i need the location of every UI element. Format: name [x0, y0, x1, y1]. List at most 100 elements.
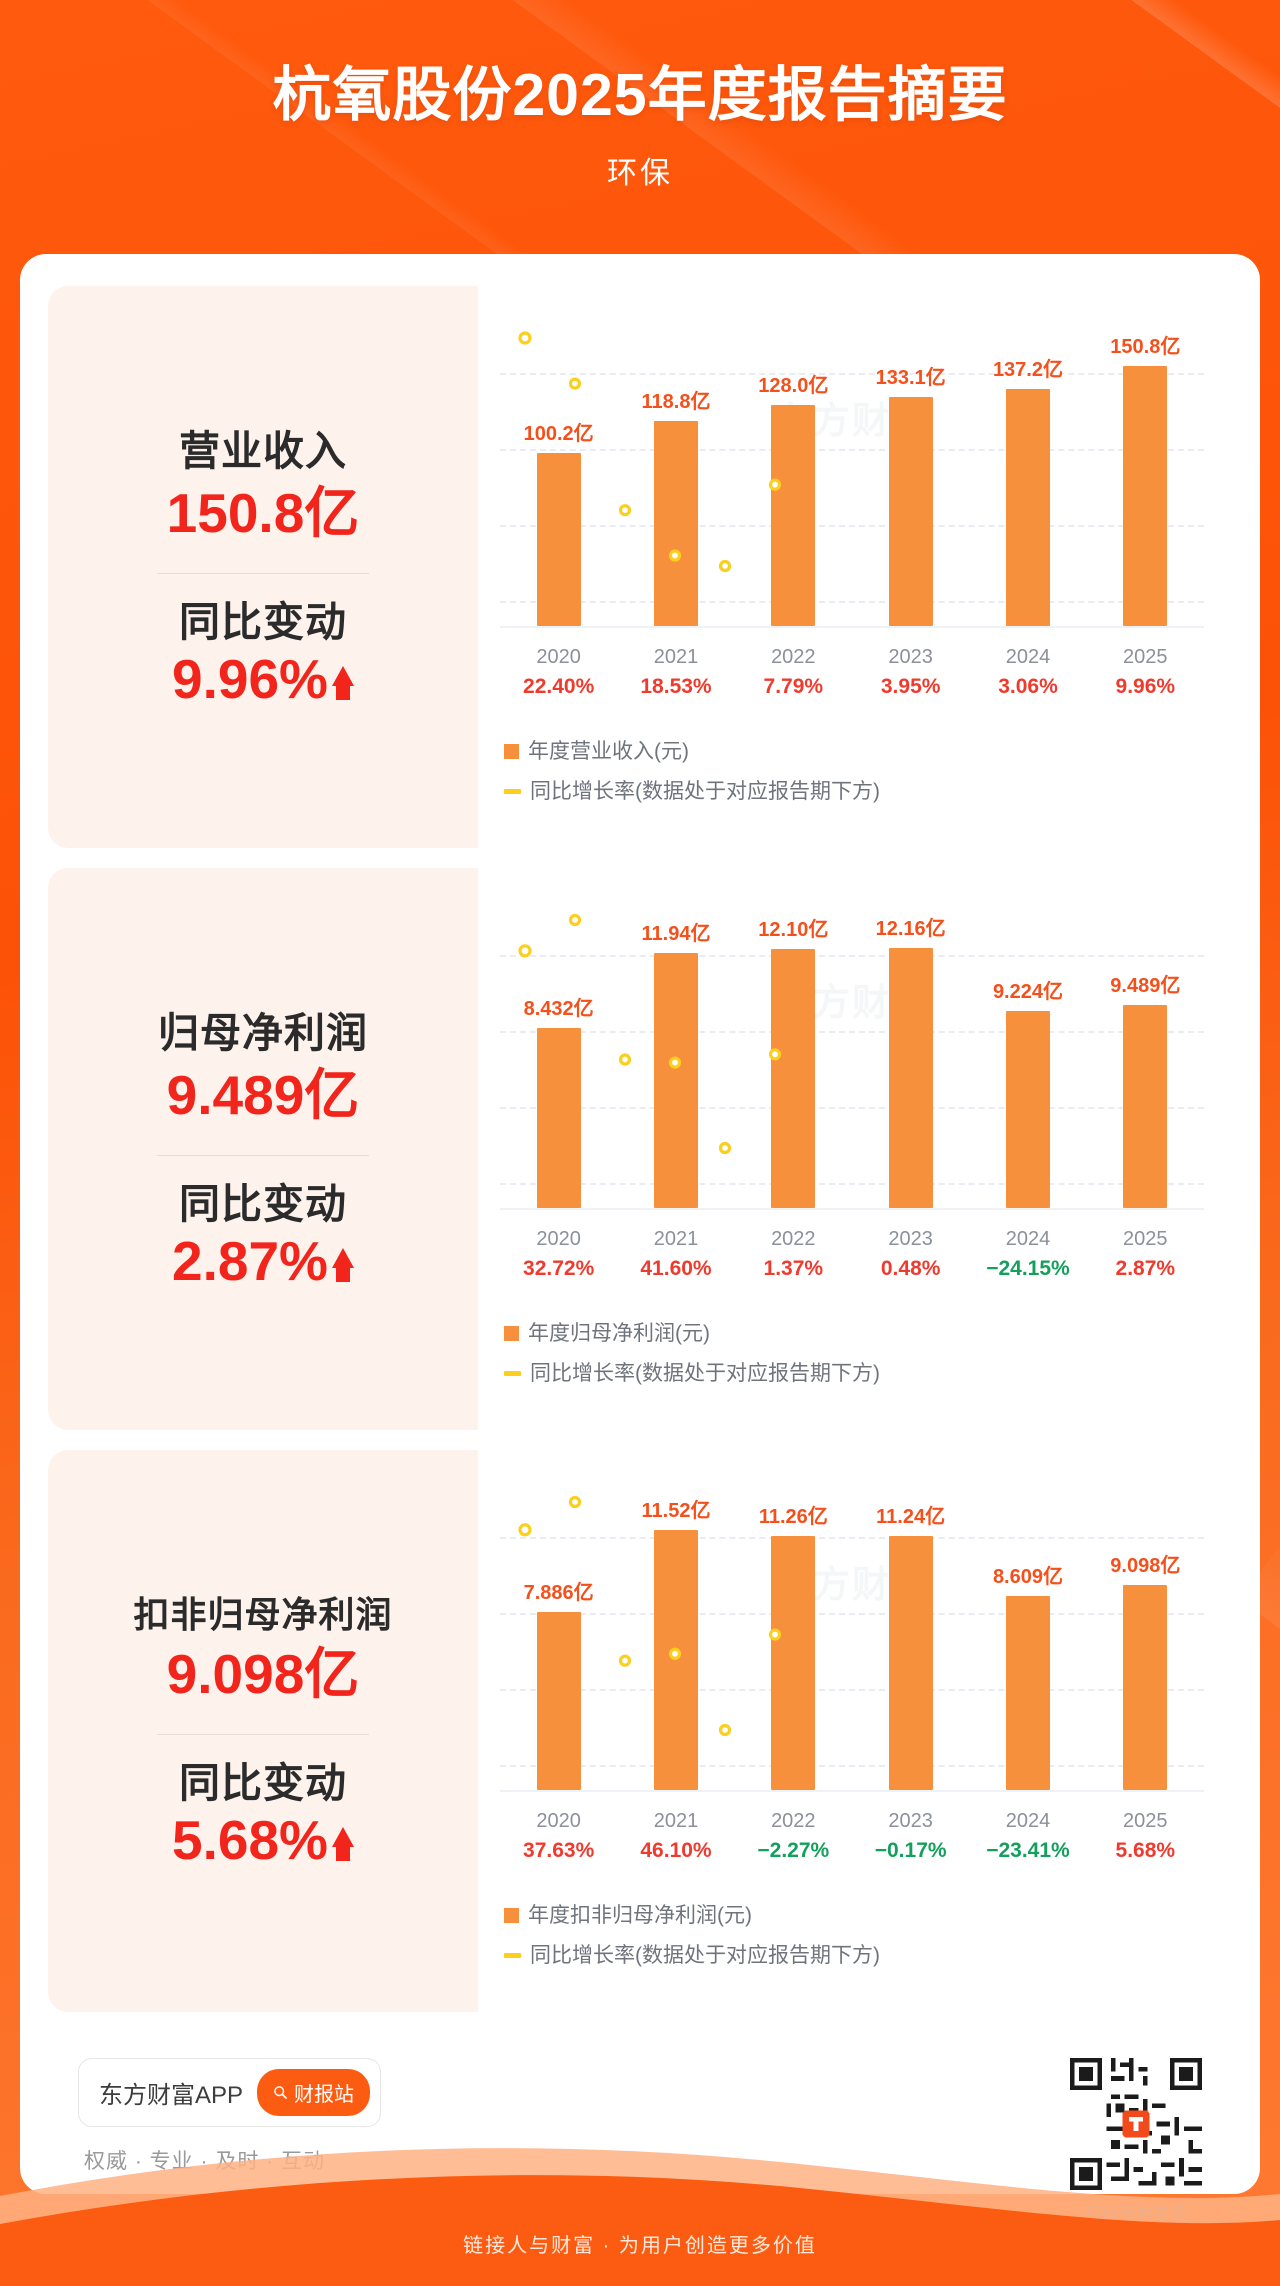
legend-line-swatch-icon	[504, 1371, 521, 1377]
metric-label: 扣非归母净利润	[133, 1593, 393, 1635]
metric-summary-panel: 归母净利润 9.489亿 同比变动 2.87%	[48, 868, 478, 1430]
legend-line-label: 同比增长率(数据处于对应报告期下方)	[530, 1361, 880, 1385]
bar	[771, 405, 816, 626]
x-axis-growth-label: 2.87%	[1115, 1257, 1176, 1280]
growth-rate-line-series	[518, 913, 782, 1155]
x-axis-year-label: 2021	[653, 1810, 699, 1832]
x-axis-tick: 2023 3.95%	[852, 642, 969, 702]
metric-change-value: 2.87%	[172, 1230, 328, 1293]
x-axis-year-label: 2023	[888, 1810, 933, 1832]
x-axis-year-label: 2022	[771, 646, 816, 668]
metric-card-non-gaap-profit: 扣非归母净利润 9.098亿 同比变动 5.68% 东方财富 7.886亿 11.5…	[48, 1450, 1232, 2012]
x-axis-year-label: 2020	[536, 646, 581, 668]
bar	[1005, 1010, 1050, 1208]
line-data-point	[518, 331, 532, 345]
x-axis-tick: 2022 7.79%	[735, 642, 852, 702]
chart-legend: 年度扣非归母净利润(元) 同比增长率(数据处于对应报告期下方)	[504, 1896, 1214, 1976]
line-data-point	[718, 559, 732, 573]
bar-column: 128.0亿	[735, 310, 852, 626]
x-axis-growth-label: 0.48%	[880, 1257, 941, 1280]
app-name-label: 东方财富APP	[99, 2082, 244, 2109]
bar	[1005, 389, 1050, 626]
metric-value: 9.098亿	[166, 1643, 360, 1706]
grid-line	[500, 1031, 1204, 1034]
x-axis-growth-label: 18.53%	[640, 675, 712, 698]
x-axis-tick: 2023 −0.17%	[852, 1806, 969, 1866]
chart-legend: 年度营业收入(元) 同比增长率(数据处于对应报告期下方)	[504, 732, 1214, 812]
bar-column: 11.24亿	[852, 1474, 969, 1790]
grid-line	[500, 600, 1204, 603]
x-axis-year-label: 2025	[1123, 646, 1168, 668]
x-axis-year-label: 2023	[888, 646, 933, 668]
line-data-point	[668, 1647, 682, 1660]
grid-line	[500, 1106, 1204, 1109]
metric-summary-panel: 扣非归母净利润 9.098亿 同比变动 5.68%	[48, 1450, 478, 2012]
bar-column: 100.2亿	[500, 310, 617, 626]
arrow-up-icon	[331, 665, 354, 700]
bar	[653, 952, 698, 1208]
legend-item-bar: 年度营业收入(元)	[504, 732, 1214, 772]
bar-series: 100.2亿 118.8亿 128.0亿 133.1亿 137.2亿 150.8亿	[500, 310, 1204, 626]
x-axis-growth-label: 41.60%	[640, 1257, 712, 1280]
x-axis-growth-label: −0.17%	[874, 1839, 947, 1862]
caibaozhan-button[interactable]: 财报站	[257, 2069, 371, 2116]
metric-change-row: 2.87%	[172, 1234, 354, 1289]
x-axis-growth-label: 32.72%	[523, 1257, 595, 1280]
x-axis-tick: 2025 9.96%	[1087, 642, 1204, 702]
line-data-point	[668, 549, 682, 562]
app-pill[interactable]: 东方财富APP 财报站	[78, 2058, 382, 2127]
bottom-wave-decoration	[0, 2148, 1280, 2286]
x-axis-year-label: 2024	[1005, 1810, 1051, 1832]
x-axis-growth-label: 3.95%	[880, 675, 941, 698]
bar-value-label: 8.432亿	[523, 997, 594, 1020]
bar-column: 12.16亿	[852, 892, 969, 1208]
bar-column: 8.432亿	[500, 892, 617, 1208]
bar-value-label: 7.886亿	[523, 1582, 594, 1605]
chart-area: 东方财富 100.2亿 118.8亿 128.0亿 133.1亿 137.2亿 150.8亿…	[490, 310, 1214, 710]
page-subtitle: 环保	[607, 157, 673, 191]
x-axis-growth-label: −2.27%	[757, 1839, 830, 1862]
plot-region: 东方财富 100.2亿 118.8亿 128.0亿 133.1亿 137.2亿 150.8亿	[500, 310, 1204, 626]
page-title: 杭氧股份2025年度报告摘要	[272, 62, 1008, 128]
bar	[536, 453, 581, 626]
metric-label: 营业收入	[179, 427, 347, 474]
bottom-tagline: 链接人与财富 · 为用户创造更多价值	[463, 2235, 817, 2257]
plot-region: 东方财富 8.432亿 11.94亿 12.10亿 12.16亿 9.224亿 9.489亿	[500, 892, 1204, 1208]
qr-code-icon[interactable]	[1070, 2058, 1202, 2190]
metric-change-label: 同比变动	[179, 1759, 347, 1806]
legend-line-label: 同比增长率(数据处于对应报告期下方)	[530, 779, 880, 803]
plot-region: 东方财富 7.886亿 11.52亿 11.26亿 11.24亿 8.609亿 9.098亿	[500, 1474, 1204, 1790]
metric-card-net-profit: 归母净利润 9.489亿 同比变动 2.87% 东方财富 8.432亿 11.94亿…	[48, 868, 1232, 1430]
chart-legend: 年度归母净利润(元) 同比增长率(数据处于对应报告期下方)	[504, 1314, 1214, 1394]
bar-value-label: 118.8亿	[641, 391, 711, 414]
bar-series: 7.886亿 11.52亿 11.26亿 11.24亿 8.609亿 9.098亿	[500, 1474, 1204, 1790]
bar-value-label: 11.26亿	[758, 1505, 828, 1528]
x-axis-year-label: 2025	[1123, 1228, 1168, 1250]
bar	[888, 1536, 933, 1790]
x-axis-tick: 2024 3.06%	[969, 642, 1086, 702]
x-axis-growth-label: 7.79%	[763, 675, 824, 698]
grid-line	[500, 524, 1204, 527]
legend-item-line: 同比增长率(数据处于对应报告期下方)	[504, 772, 1214, 812]
bar-column: 9.224亿	[969, 892, 1086, 1208]
bar	[1123, 1584, 1168, 1790]
x-axis-growth-label: 9.96%	[1115, 675, 1176, 698]
metric-value: 150.8亿	[166, 482, 360, 545]
x-axis-tick: 2022 1.37%	[735, 1224, 852, 1284]
chart-area: 东方财富 7.886亿 11.52亿 11.26亿 11.24亿 8.609亿 9.098亿…	[490, 1474, 1214, 1874]
legend-item-bar: 年度扣非归母净利润(元)	[504, 1896, 1214, 1936]
x-axis-growth-label: −23.41%	[986, 1839, 1070, 1862]
bar	[653, 421, 698, 626]
bar-value-label: 128.0亿	[758, 375, 829, 398]
bar-value-label: 100.2亿	[523, 423, 594, 446]
line-data-point	[768, 1048, 782, 1061]
grid-line	[500, 373, 1204, 376]
line-data-point	[568, 377, 582, 390]
x-axis-year-label: 2025	[1123, 1810, 1168, 1832]
x-axis-year-label: 2020	[536, 1228, 581, 1250]
bar-column: 133.1亿	[852, 310, 969, 626]
legend-bar-label: 年度扣非归母净利润(元)	[528, 1904, 752, 1927]
report-sheet: 营业收入 150.8亿 同比变动 9.96% 东方财富 100.2亿 118.8亿 1…	[20, 254, 1260, 2223]
search-icon	[274, 2086, 287, 2099]
bar	[653, 1530, 698, 1790]
